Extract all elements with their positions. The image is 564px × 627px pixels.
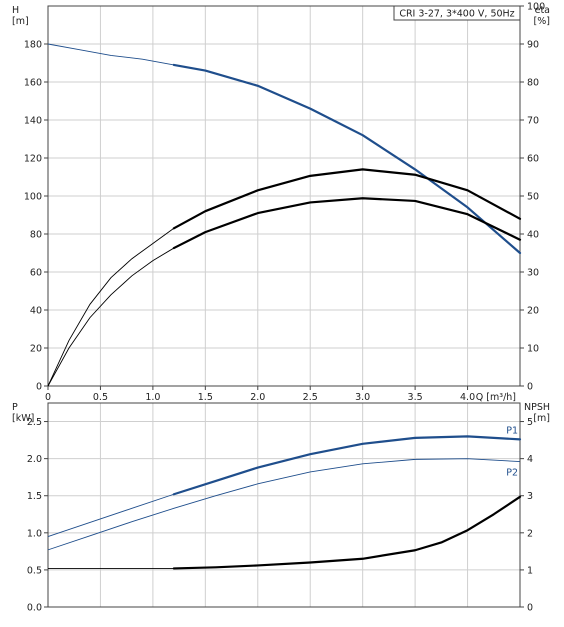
y-left-axis-unit: [kW] — [12, 413, 34, 424]
series-0-0-extrapolated-line — [47, 43, 174, 66]
y-left-tick-label: 180 — [24, 40, 42, 51]
series-p1-extrapolated-line — [47, 493, 175, 537]
y-right-axis-unit: [m] — [533, 413, 550, 424]
x-tick-label: 2.5 — [303, 392, 318, 403]
y-left-tick-label: 0 — [36, 382, 42, 393]
series-0-2-extrapolated-line — [47, 247, 175, 387]
y-right-tick-label: 30 — [527, 268, 539, 279]
series-0-0-line — [172, 63, 522, 255]
y-right-tick-label: 50 — [527, 192, 539, 203]
series-p1-line — [172, 435, 522, 496]
series-p2-extrapolated-line — [47, 458, 521, 551]
y-right-tick-label: 70 — [527, 116, 539, 127]
y-left-tick-label: 120 — [24, 154, 42, 165]
series-1-2-line — [172, 495, 522, 570]
y-left-tick-label: 60 — [30, 268, 42, 279]
series-0-1-extrapolated-line — [47, 227, 175, 387]
legend-box — [393, 5, 521, 21]
y-left-axis-title: P — [12, 402, 18, 413]
y-right-tick-label: 10 — [527, 344, 539, 355]
y-left-tick-label: 0.5 — [27, 565, 42, 576]
y-left-tick-label: 1.5 — [27, 491, 42, 502]
y-right-tick-label: 80 — [527, 78, 539, 89]
x-tick-label: 3.5 — [408, 392, 423, 403]
axis-ticks — [44, 5, 524, 608]
x-tick-label: 3.0 — [355, 392, 370, 403]
y-right-tick-label: 3 — [527, 491, 533, 502]
series-0-1-line — [172, 168, 522, 230]
x-tick-label: 1.5 — [198, 392, 213, 403]
y-left-axis-unit: [m] — [12, 16, 29, 27]
y-right-tick-label: 20 — [527, 306, 539, 317]
y-right-axis-title: eta — [535, 5, 550, 16]
x-tick-label: 4.0 — [460, 392, 475, 403]
x-tick-label: 0.5 — [93, 392, 108, 403]
y-right-axis-title: NPSH — [524, 402, 550, 413]
y-left-tick-label: 2.0 — [27, 454, 42, 465]
y-left-tick-label: 0.0 — [27, 603, 42, 614]
y-left-tick-label: 1.0 — [27, 528, 42, 539]
y-right-tick-label: 0 — [527, 603, 533, 614]
y-left-tick-label: 100 — [24, 192, 42, 203]
y-left-tick-label: 2.5 — [27, 417, 42, 428]
y-left-tick-label: 140 — [24, 116, 42, 127]
y-right-tick-label: 40 — [527, 230, 539, 241]
y-right-tick-label: 100 — [527, 2, 545, 13]
y-right-tick-label: 60 — [527, 154, 539, 165]
x-tick-label: 1.0 — [145, 392, 160, 403]
y-left-tick-label: 80 — [30, 230, 42, 241]
y-left-axis-title: H — [12, 5, 19, 16]
y-right-tick-label: 2 — [527, 528, 533, 539]
x-tick-label: 2.0 — [250, 392, 265, 403]
y-right-axis-unit: [%] — [534, 16, 550, 27]
y-left-tick-label: 160 — [24, 78, 42, 89]
series-0-2-line — [172, 197, 522, 250]
chart-text: 0204060801001201401601800102030405060708… — [12, 2, 550, 614]
legend-text: CRI 3-27, 3*400 V, 50Hz — [399, 9, 514, 20]
series-lines — [47, 43, 522, 570]
y-right-tick-label: 1 — [527, 565, 533, 576]
plot-frame — [47, 402, 521, 608]
y-right-tick-label: 4 — [527, 454, 533, 465]
y-right-tick-label: 90 — [527, 40, 539, 51]
y-right-tick-label: 5 — [527, 417, 533, 428]
series-label-p1: P1 — [506, 425, 518, 436]
y-right-tick-label: 0 — [527, 382, 533, 393]
y-left-tick-label: 40 — [30, 306, 42, 317]
y-left-tick-label: 20 — [30, 344, 42, 355]
x-axis-title: Q [m³/h] — [476, 392, 516, 403]
x-tick-label: 0 — [45, 392, 51, 403]
series-label-p2: P2 — [506, 468, 518, 479]
